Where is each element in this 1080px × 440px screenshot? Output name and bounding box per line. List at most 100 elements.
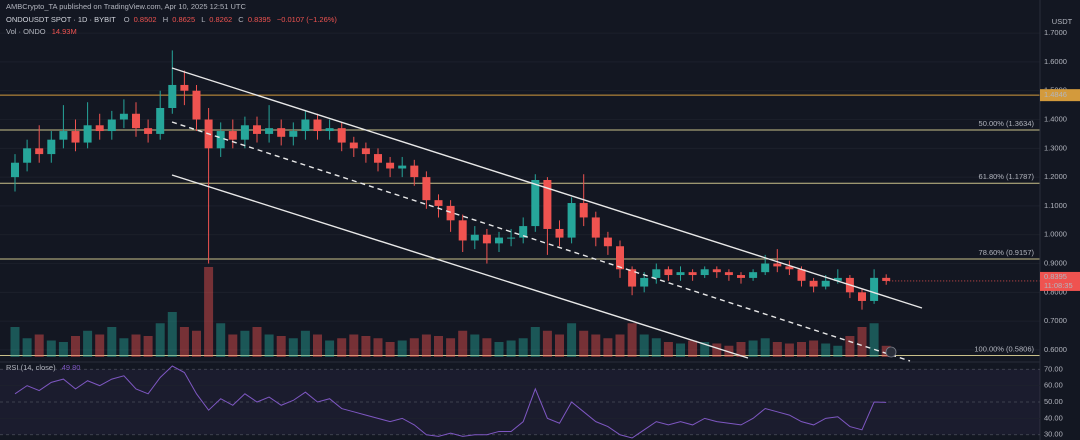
candle-body bbox=[228, 131, 237, 140]
volume-bar bbox=[784, 343, 794, 357]
candle-body bbox=[325, 128, 334, 132]
level-label: 78.60% (0.9157) bbox=[979, 248, 1035, 257]
volume-bar bbox=[639, 334, 649, 357]
candle-body bbox=[398, 165, 407, 169]
candle-body bbox=[458, 220, 467, 241]
candle-body bbox=[797, 269, 806, 281]
event-icon[interactable] bbox=[885, 346, 897, 358]
y-tick-label: 1.1000 bbox=[1044, 201, 1067, 210]
candle-body bbox=[11, 162, 19, 178]
volume-bar bbox=[34, 334, 44, 357]
candle-body bbox=[422, 177, 431, 201]
candle-body bbox=[676, 272, 685, 276]
volume-value: 14.93M bbox=[52, 27, 77, 36]
candle-body bbox=[773, 263, 782, 267]
ohlc-value: 0.8262 bbox=[209, 15, 232, 24]
candle-body bbox=[809, 280, 818, 287]
volume-bar bbox=[300, 330, 310, 357]
volume-bar bbox=[760, 338, 770, 357]
candle-body bbox=[591, 217, 600, 238]
candle-body bbox=[749, 272, 758, 278]
rsi-line bbox=[14, 365, 887, 439]
volume-bar bbox=[349, 334, 359, 357]
candle-body bbox=[192, 90, 201, 120]
volume-bar bbox=[772, 342, 782, 357]
price-tag-label: 0.8395 bbox=[1044, 272, 1067, 281]
volume-bar bbox=[700, 342, 710, 357]
candle-body bbox=[446, 205, 455, 221]
candle-body bbox=[144, 128, 153, 134]
volume-bar bbox=[676, 343, 685, 357]
candle-body bbox=[95, 125, 104, 132]
levels: 50.00% (1.3634) 61.80% (1.1787) 78.60% (0.… bbox=[0, 32, 1040, 357]
candle-body bbox=[289, 131, 298, 137]
candle-body bbox=[482, 234, 491, 244]
volume-bar bbox=[615, 334, 625, 357]
countdown: 11:08:35 bbox=[1044, 281, 1073, 290]
volume-bar bbox=[361, 336, 371, 357]
candle-body bbox=[265, 128, 274, 134]
volume-bar bbox=[821, 343, 831, 357]
y-tick-label: 0.8000 bbox=[1044, 287, 1067, 296]
rsi-tick-label: 70.00 bbox=[1044, 364, 1063, 373]
rsi-tick-label: 60.00 bbox=[1044, 381, 1063, 390]
volume-bar bbox=[688, 340, 698, 357]
ohlc-value: 0.8395 bbox=[248, 15, 271, 24]
volume-bar bbox=[421, 334, 431, 357]
candle-body bbox=[119, 113, 128, 120]
candle-body bbox=[156, 108, 165, 134]
candle-body bbox=[785, 266, 794, 270]
candle-body bbox=[712, 269, 721, 273]
currency: USDT bbox=[1052, 17, 1073, 26]
candle-body bbox=[882, 277, 891, 281]
level-tag bbox=[1040, 89, 1080, 102]
volume-bar bbox=[288, 338, 298, 357]
ohlc-value: 0.8502 bbox=[134, 15, 157, 24]
volume-line: Vol · ONDO 14.93M bbox=[6, 27, 77, 36]
ohlc-value: 0.8625 bbox=[172, 15, 195, 24]
volume-bar bbox=[651, 338, 661, 357]
volume-bar bbox=[518, 338, 528, 357]
candle-body bbox=[47, 139, 56, 155]
volume-bar bbox=[10, 327, 20, 357]
rsi-tick-label: 50.00 bbox=[1044, 397, 1063, 406]
volume-bar bbox=[470, 334, 480, 357]
volume-bar bbox=[869, 323, 879, 357]
volume-bar bbox=[627, 323, 637, 357]
candle-body bbox=[616, 246, 624, 270]
rsi-tick-label: 40.00 bbox=[1044, 413, 1063, 422]
candle-body bbox=[107, 119, 116, 132]
candle-body bbox=[567, 203, 576, 238]
volume-bar bbox=[530, 327, 540, 357]
channel-lower bbox=[171, 174, 749, 359]
candle-body bbox=[555, 228, 564, 238]
volume-bar bbox=[736, 342, 746, 357]
rsi-pane bbox=[0, 365, 1040, 439]
volume-bar bbox=[748, 340, 758, 357]
volume-bar bbox=[83, 330, 93, 357]
y-tick-label: 1.6000 bbox=[1044, 57, 1067, 66]
candle-body bbox=[543, 180, 552, 229]
candle-body bbox=[168, 84, 177, 108]
candle-body bbox=[410, 165, 419, 178]
volume-bar bbox=[95, 334, 105, 357]
published: AMBCrypto_TA published on TradingView.co… bbox=[6, 2, 246, 11]
y-tick-label: 1.3000 bbox=[1044, 143, 1067, 152]
volume-bar bbox=[264, 334, 274, 357]
volume-bar bbox=[252, 327, 262, 357]
volume-bar bbox=[458, 330, 468, 357]
volume-bar bbox=[542, 330, 552, 357]
candle-body bbox=[361, 148, 370, 155]
candle-body bbox=[470, 234, 479, 241]
candle-body bbox=[603, 237, 612, 247]
y-tick-label: 0.7000 bbox=[1044, 316, 1067, 325]
volume-bar bbox=[216, 323, 226, 357]
volume-bar bbox=[712, 343, 722, 357]
candle-body bbox=[724, 272, 733, 276]
channel-upper bbox=[171, 67, 923, 309]
volume-label: Vol · ONDO bbox=[6, 27, 46, 36]
ohlc-line: ONDOUSDT SPOT · 1D · BYBIT O 0.8502 H 0.… bbox=[6, 15, 337, 24]
volume-bar bbox=[119, 338, 129, 357]
volume-bar bbox=[506, 340, 516, 357]
level-label: 50.00% (1.3634) bbox=[979, 119, 1035, 128]
